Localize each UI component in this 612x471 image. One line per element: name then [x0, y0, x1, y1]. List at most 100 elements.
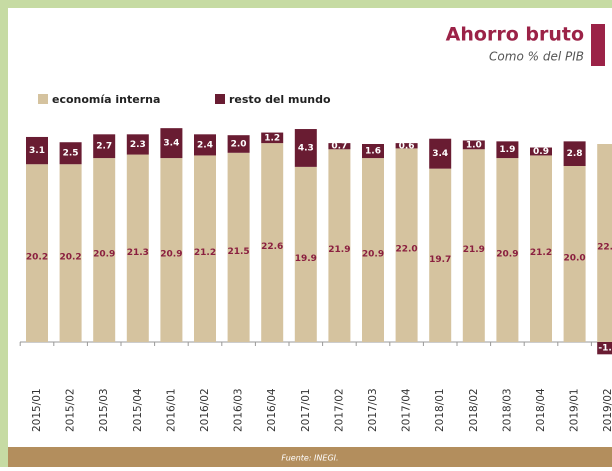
data-label: 1.9 — [499, 145, 515, 155]
bar-segment — [26, 164, 48, 342]
data-label: 21.3 — [127, 248, 149, 258]
data-label: 2.5 — [63, 149, 79, 159]
data-label: 21.2 — [194, 248, 216, 258]
bar-segment — [496, 141, 519, 159]
x-tick-label: 2018/04 — [535, 388, 547, 432]
bar-segment — [462, 149, 485, 342]
data-label: 1.0 — [466, 140, 482, 150]
data-label: 20.9 — [93, 250, 115, 260]
data-label: 20.2 — [59, 253, 81, 263]
bar-segment — [597, 342, 612, 355]
data-label: 3.4 — [163, 139, 179, 149]
bar-segment — [93, 134, 116, 159]
x-tick-label: 2016/02 — [199, 388, 211, 432]
x-tick-label: 2018/02 — [468, 388, 480, 432]
bar-segment — [59, 142, 82, 165]
legend-swatch — [38, 94, 48, 104]
bar-segment — [597, 144, 612, 342]
bar-segment — [362, 158, 384, 342]
x-tick-label: 2018/01 — [434, 388, 446, 432]
bar-segment — [26, 136, 48, 165]
plot: 2015/01 20.2 3.1 2015/02 20.2 2.5 2015/03 20.9 2… — [19, 128, 612, 432]
data-label: 1.6 — [365, 147, 381, 157]
x-tick-label: 2019/01 — [569, 388, 581, 432]
data-label: 22.6 — [261, 242, 283, 252]
bar-segment — [429, 138, 452, 169]
data-label: 20.9 — [362, 250, 384, 260]
x-tick-label: 2016/04 — [266, 388, 278, 432]
data-label: 20.9 — [496, 250, 518, 260]
bar-segment — [227, 135, 250, 153]
bar-segment — [294, 166, 317, 342]
source: Fuente: INEGI. — [281, 454, 338, 463]
bar-segment — [59, 164, 82, 342]
data-label: 21.9 — [328, 245, 350, 255]
bar-segment — [126, 134, 149, 155]
data-label: 4.3 — [298, 143, 314, 153]
data-label: 0.6 — [399, 141, 415, 151]
data-label: 20.0 — [563, 254, 585, 264]
x-tick-label: 2019/02 — [602, 388, 612, 432]
bar-segment — [395, 143, 418, 149]
x-tick-label: 2018/03 — [501, 388, 513, 432]
footer — [8, 447, 612, 467]
title-accent — [591, 24, 605, 66]
bar-segment — [261, 132, 284, 144]
bar-segment — [530, 155, 552, 342]
data-label: 0.7 — [331, 142, 347, 152]
bar-segment — [126, 154, 149, 342]
data-label: 21.5 — [227, 247, 249, 257]
data-label: 3.1 — [29, 146, 45, 156]
bar-segment — [160, 128, 183, 159]
data-label: 19.9 — [295, 254, 317, 264]
legend-swatch — [215, 94, 225, 104]
bar-segment — [227, 152, 250, 342]
bar-segment — [93, 158, 116, 342]
data-label: 3.4 — [432, 149, 448, 159]
bar-segment — [563, 166, 586, 342]
data-label: 20.2 — [26, 253, 48, 263]
data-label: -1.4 — [598, 344, 612, 354]
x-tick-label: 2016/01 — [165, 388, 177, 432]
bar-segment — [160, 158, 183, 342]
data-label: 19.7 — [429, 255, 451, 265]
bar-segment — [395, 148, 418, 342]
x-tick-label: 2015/01 — [31, 388, 43, 432]
bar-segment — [530, 147, 552, 156]
bar-segment — [362, 144, 384, 159]
bar-segment — [328, 149, 351, 342]
data-label: 2.0 — [231, 140, 247, 150]
legend-label: resto del mundo — [229, 93, 331, 106]
data-label: 2.7 — [96, 142, 112, 152]
data-label: 0.9 — [533, 147, 549, 157]
x-tick-label: 2017/02 — [333, 388, 345, 432]
x-tick-label: 2017/03 — [367, 388, 379, 432]
data-label: 2.4 — [197, 140, 213, 150]
data-label: 1.2 — [264, 133, 280, 143]
data-label: 22.5 — [597, 243, 612, 253]
data-label: 2.8 — [567, 149, 583, 159]
chart-subtitle: Como % del PIB — [489, 50, 584, 64]
bar-segment — [194, 155, 216, 342]
chart-title: Ahorro bruto — [446, 24, 584, 46]
bar-segment — [563, 141, 586, 166]
x-tick-label: 2017/01 — [300, 388, 312, 432]
bar-segment — [261, 143, 284, 342]
bar-segment — [496, 158, 519, 342]
bar-segment — [429, 168, 452, 342]
legend-label: economía interna — [52, 93, 160, 106]
data-label: 22.0 — [395, 245, 417, 255]
x-tick-label: 2015/04 — [132, 388, 144, 432]
bar-segment — [328, 143, 351, 150]
x-tick-label: 2017/04 — [401, 388, 413, 432]
data-label: 20.9 — [160, 250, 182, 260]
x-tick-label: 2015/02 — [65, 388, 77, 432]
x-tick-label: 2016/03 — [233, 388, 245, 432]
data-label: 21.2 — [530, 248, 552, 258]
bar-segment — [462, 140, 485, 150]
x-tick-label: 2015/03 — [98, 388, 110, 432]
data-label: 21.9 — [463, 245, 485, 255]
bar-segment — [194, 134, 216, 156]
bar-segment — [294, 129, 317, 167]
